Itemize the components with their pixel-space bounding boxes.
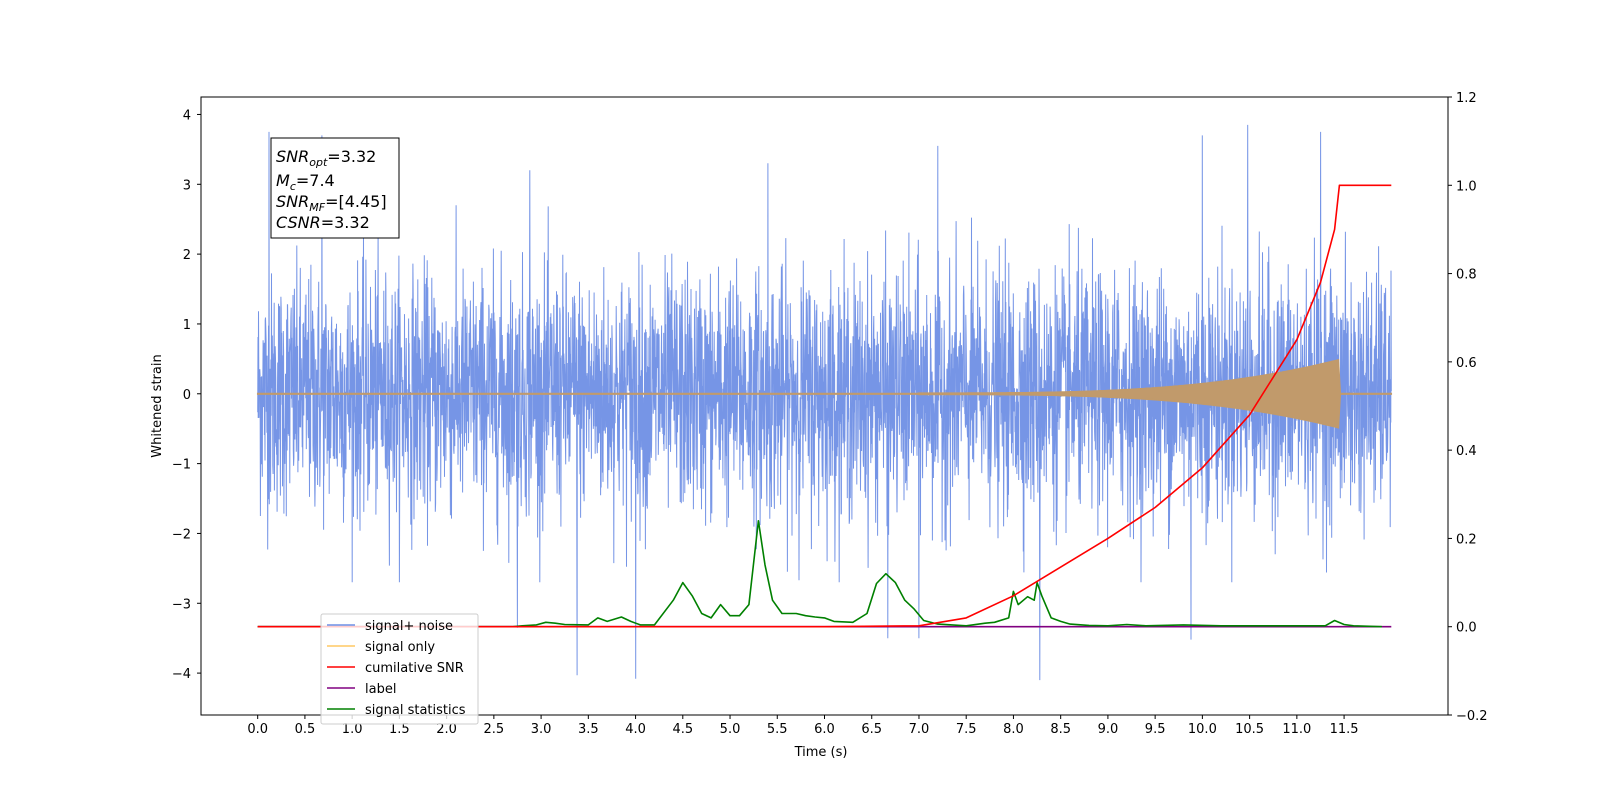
x-tick-label: 11.0 [1282, 722, 1311, 737]
series-signal-statistics [257, 520, 1382, 628]
x-tick-label: 4.0 [625, 722, 646, 737]
annotation-box: SNRopt=3.32 Mc=7.4 SNRMF=[4.45] CSNR=3.3… [270, 137, 400, 239]
series-cumulative-snr [257, 184, 1392, 628]
x-tick-label: 0.5 [295, 722, 316, 737]
x-tick-label: 7.5 [956, 722, 977, 737]
legend: signal+ noise signal only cumilative SNR la… [320, 613, 479, 725]
x-tick-label: 8.5 [1050, 722, 1071, 737]
x-tick-label: 2.5 [484, 722, 505, 737]
y-tick-label: −4 [172, 667, 191, 682]
y2-tick-label: 0.2 [1456, 532, 1477, 547]
x-tick-label: 8.0 [1003, 722, 1024, 737]
y2-tick-label: 1.2 [1456, 91, 1477, 106]
x-tick-label: 11.5 [1330, 722, 1359, 737]
x-axis: 0.0 0.5 1.0 1.5 2.0 2.5 3.0 3.5 4.0 4.5 5.0 5.5 6.0 6… [247, 715, 1359, 737]
legend-label: cumilative SNR [365, 661, 464, 676]
y-tick-label: −2 [172, 527, 191, 542]
x-tick-label: 9.5 [1145, 722, 1166, 737]
x-tick-label: 7.0 [909, 722, 930, 737]
x-tick-label: 3.0 [531, 722, 552, 737]
annotation-snr-mf: SNRMF=[4.45] [276, 192, 387, 214]
x-tick-label: 1.5 [389, 722, 410, 737]
series-signal-only [256, 358, 1393, 429]
y-tick-label: 4 [183, 108, 191, 123]
y-axis-right: −0.2 0.0 0.2 0.4 0.6 0.8 1.0 1.2 [1448, 91, 1488, 724]
y-tick-label: −1 [172, 458, 191, 473]
y-tick-label: −3 [172, 597, 191, 612]
x-tick-label: 3.5 [578, 722, 599, 737]
legend-label: signal+ noise [365, 619, 453, 634]
y2-tick-label: 0.8 [1456, 268, 1477, 283]
annotation-snr-opt: SNRopt=3.32 [276, 147, 376, 169]
y-axis-label: Whitened strain [150, 354, 165, 457]
legend-label: signal only [365, 640, 435, 655]
series-signal-noise [257, 124, 1392, 681]
y2-tick-label: 0.4 [1456, 444, 1477, 459]
y2-tick-label: −0.2 [1456, 709, 1488, 724]
x-tick-label: 5.0 [720, 722, 741, 737]
x-tick-label: 1.0 [342, 722, 363, 737]
x-tick-label: 10.0 [1188, 722, 1217, 737]
x-tick-label: 6.0 [814, 722, 835, 737]
legend-label: label [365, 682, 396, 697]
y-axis-left: −4 −3 −2 −1 0 1 2 3 4 [172, 108, 201, 682]
x-tick-label: 9.0 [1098, 722, 1119, 737]
annotation-mc: Mc=7.4 [276, 171, 335, 193]
x-tick-label: 2.0 [436, 722, 457, 737]
y-tick-label: 1 [183, 318, 191, 333]
y2-tick-label: 0.6 [1456, 356, 1477, 371]
x-tick-label: 10.5 [1235, 722, 1264, 737]
legend-label: signal statistics [365, 703, 466, 718]
y-tick-label: 3 [183, 178, 191, 193]
y2-tick-label: 1.0 [1456, 179, 1477, 194]
x-axis-label: Time (s) [794, 745, 848, 760]
y-tick-label: 2 [183, 248, 191, 263]
x-tick-label: 6.5 [861, 722, 882, 737]
x-tick-label: 4.5 [672, 722, 693, 737]
y2-tick-label: 0.0 [1456, 621, 1477, 636]
y-tick-label: 0 [183, 388, 191, 403]
x-tick-label: 5.5 [767, 722, 788, 737]
annotation-csnr: CSNR=3.32 [276, 213, 370, 232]
x-tick-label: 0.0 [247, 722, 268, 737]
